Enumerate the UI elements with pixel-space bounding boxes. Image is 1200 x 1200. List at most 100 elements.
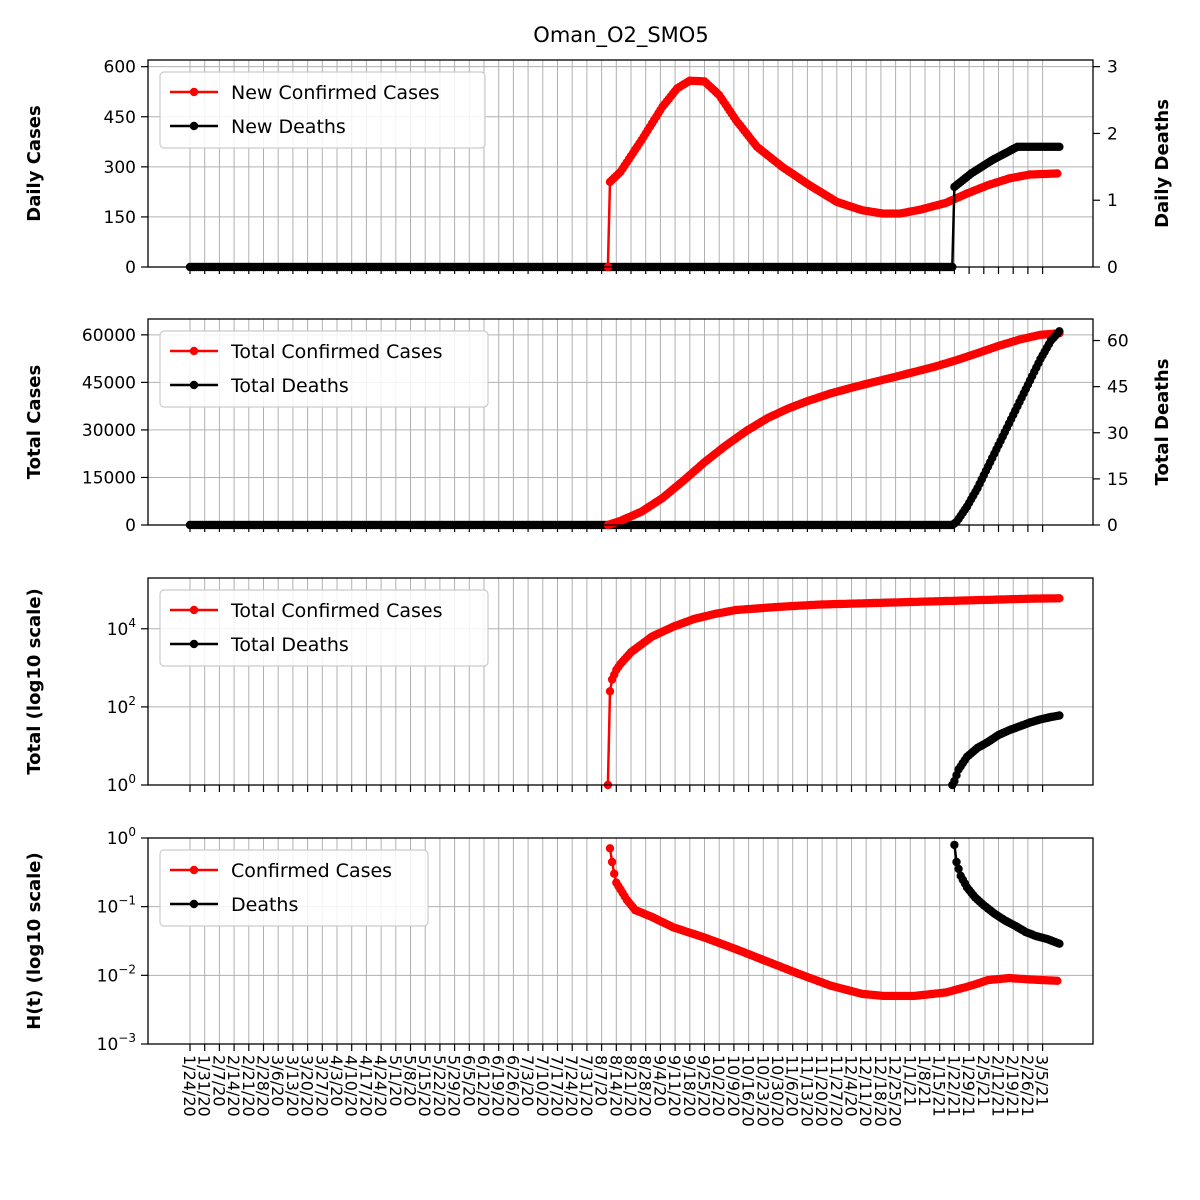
x-tick-label: 6/26/20: [503, 1055, 522, 1117]
y-tick-label: 150: [104, 208, 136, 228]
x-tick-label: 12/25/20: [886, 1055, 905, 1127]
x-tick-label: 2/5/21: [974, 1055, 993, 1107]
x-tick-label: 7/31/20: [577, 1055, 596, 1117]
y2-tick-label: 15: [1107, 470, 1129, 490]
x-tick-label: 11/27/20: [827, 1055, 846, 1127]
y-tick-label: 102: [107, 694, 136, 718]
cases-line: [608, 848, 1058, 998]
legend-label: Total Deaths: [230, 634, 349, 656]
x-tick-label: 7/17/20: [548, 1055, 567, 1117]
x-tick-label: 8/21/20: [621, 1055, 640, 1117]
x-tick-label: 3/13/20: [283, 1055, 302, 1117]
x-tick-label: 3/20/20: [298, 1055, 317, 1117]
y2-tick-label: 0: [1107, 516, 1118, 536]
x-tick-label: 1/8/21: [915, 1055, 934, 1107]
x-tick-label: 1/15/21: [930, 1055, 949, 1117]
x-tick-label: 12/18/20: [871, 1055, 890, 1127]
legend-box: [159, 71, 486, 149]
y2-tick-label: 1: [1107, 191, 1118, 211]
x-tick-label: 7/10/20: [533, 1055, 552, 1117]
legend-label: Total Confirmed Cases: [230, 600, 443, 622]
x-tick-label: 8/7/20: [592, 1055, 611, 1107]
x-tick-label: 12/4/20: [842, 1055, 861, 1117]
x-tick-label: 3/6/20: [268, 1055, 287, 1107]
y2-tick-label: 2: [1107, 124, 1118, 144]
plot-frame: [147, 577, 1094, 786]
chart-title: Oman_O2_SMO5: [533, 23, 708, 48]
x-tick-label: 10/30/20: [768, 1055, 787, 1127]
x-tick-label: 4/10/20: [342, 1055, 361, 1117]
y2-tick-label: 30: [1107, 424, 1129, 444]
y-axis-label: Daily Cases: [24, 105, 45, 221]
x-tick-label: 5/29/20: [445, 1055, 464, 1117]
plot-frame: [147, 59, 1094, 268]
y-tick-label: 104: [107, 616, 136, 640]
y2-tick-label: 3: [1107, 58, 1118, 78]
legend-label: New Confirmed Cases: [231, 82, 440, 104]
x-tick-label: 3/5/21: [1033, 1055, 1052, 1107]
legend-label: Total Deaths: [230, 375, 349, 397]
deaths-point: [952, 857, 961, 867]
x-tick-label: 2/19/21: [1003, 1055, 1022, 1117]
plot-frame: [147, 837, 1094, 1045]
y-tick-label: 60000: [82, 326, 136, 346]
cases-point: [1053, 976, 1062, 985]
y-axis-label: Total Cases: [24, 365, 45, 479]
panel-4: 100 10−1 10−2 10−3 H(t) (log10 scale) Confirm…: [24, 825, 1094, 1055]
cases-point: [605, 844, 615, 853]
legend-label: Confirmed Cases: [231, 860, 392, 882]
x-tick-label: 1/31/20: [195, 1055, 214, 1117]
deaths-point: [1055, 711, 1064, 720]
cases-point: [607, 857, 617, 867]
y-tick-label: 450: [104, 108, 136, 128]
legend-box: [159, 849, 429, 927]
legend-swatch-marker: [189, 346, 199, 356]
x-tick-label: 10/16/20: [739, 1055, 758, 1127]
y-tick-label: 10−2: [97, 962, 136, 986]
cases-point: [1053, 169, 1062, 178]
x-tick-label: 9/25/20: [695, 1055, 714, 1117]
x-tick-label: 4/24/20: [371, 1055, 390, 1117]
y-tick-label: 600: [104, 58, 136, 78]
cases-line: [607, 332, 1060, 527]
legend-swatch-marker: [189, 639, 199, 649]
deaths-point: [1055, 327, 1064, 336]
legend-label: Deaths: [231, 894, 298, 916]
x-tick-label: 11/6/20: [783, 1055, 802, 1117]
x-tick-label: 12/11/20: [856, 1055, 875, 1127]
y-axis-label: Total (log10 scale): [24, 588, 45, 775]
y-tick-label: 100: [107, 772, 136, 796]
x-tick-label: 8/14/20: [606, 1055, 625, 1117]
legend-swatch-marker: [189, 865, 199, 875]
y2-tick-label: 60: [1107, 332, 1129, 352]
legend-box: [159, 330, 489, 408]
y2-tick-label: 0: [1107, 258, 1118, 278]
y-tick-label: 45000: [82, 373, 136, 393]
x-tick-label: 1/1/21: [900, 1055, 919, 1107]
y2-tick-label: 45: [1107, 378, 1129, 398]
deaths-point: [950, 840, 959, 850]
deaths-line: [951, 145, 1060, 268]
x-tick-label: 1/29/21: [959, 1055, 978, 1117]
legend-swatch-marker: [189, 87, 199, 97]
x-tick-label: 9/4/20: [650, 1055, 669, 1107]
x-tick-label: 4/17/20: [356, 1055, 375, 1117]
x-tick-label: 1/24/20: [180, 1055, 199, 1117]
x-tick-label: 6/12/20: [474, 1055, 493, 1117]
x-tick-label: 6/19/20: [489, 1055, 508, 1117]
x-tick-label: 11/13/20: [797, 1055, 816, 1127]
x-tick-label: 9/11/20: [665, 1055, 684, 1117]
panel-1: 0 150 300 450 600 0 1 2 3 Daily Deaths Daily Cases…: [24, 58, 1173, 278]
x-tick-label: 2/14/20: [224, 1055, 243, 1117]
deaths-point: [1055, 939, 1064, 948]
cases-point: [605, 687, 615, 696]
deaths-point: [954, 864, 963, 874]
legend-swatch-marker: [189, 380, 199, 390]
x-tick-label: 2/21/20: [239, 1055, 258, 1117]
legend-swatch-marker: [189, 605, 199, 615]
legend-label: Total Confirmed Cases: [230, 341, 443, 363]
x-tick-label: 10/9/20: [724, 1055, 743, 1117]
y2-axis-label: Total Deaths: [1152, 359, 1173, 486]
x-tick-label: 5/8/20: [401, 1055, 420, 1107]
